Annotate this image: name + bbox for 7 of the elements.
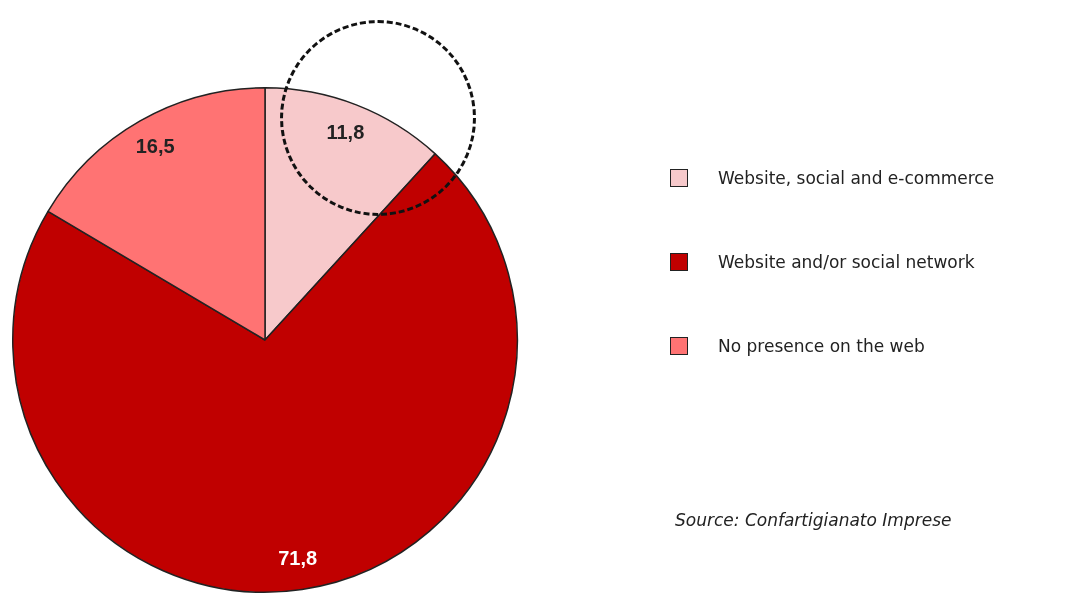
data-label: 16,5 — [135, 134, 175, 157]
legend-label: Website and/or social network — [718, 252, 975, 272]
data-label: 71,8 — [278, 547, 318, 570]
data-label: 11,8 — [326, 120, 365, 143]
source-note: Source: Confartigianato Imprese — [675, 510, 952, 530]
legend-label: No presence on the web — [718, 336, 925, 356]
legend-label: Website, social and e-commerce — [718, 168, 995, 188]
